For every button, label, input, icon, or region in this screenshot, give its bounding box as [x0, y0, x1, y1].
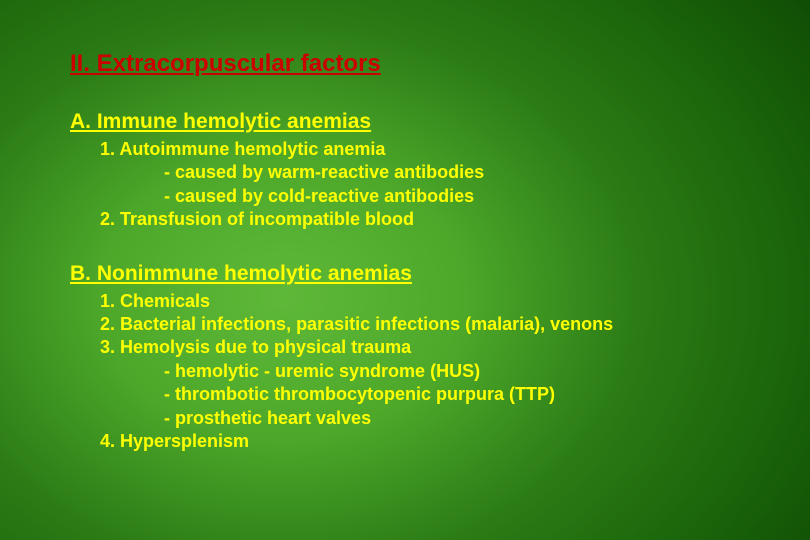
- section-a-heading: A. Immune hemolytic anemias: [70, 110, 810, 134]
- section-b-item-3: 3. Hemolysis due to physical trauma: [70, 336, 810, 359]
- section-a-item-2: 2. Transfusion of incompatible blood: [70, 208, 810, 231]
- section-b-item-2: 2. Bacterial infections, parasitic infec…: [70, 313, 810, 336]
- section-b-item-1: 1. Chemicals: [70, 290, 810, 313]
- section-b-item-3-sub-2: - thrombotic thrombocytopenic purpura (T…: [70, 383, 810, 406]
- slide-content: II. Extracorpuscular factors A. Immune h…: [0, 0, 810, 453]
- section-a-item-1: 1. Autoimmune hemolytic anemia: [70, 138, 810, 161]
- section-b-item-4: 4. Hypersplenism: [70, 430, 810, 453]
- slide-title: II. Extracorpuscular factors: [70, 50, 810, 78]
- section-b-item-3-sub-3: - prosthetic heart valves: [70, 407, 810, 430]
- section-b-item-3-sub-1: - hemolytic - uremic syndrome (HUS): [70, 360, 810, 383]
- section-b-heading: B. Nonimmune hemolytic anemias: [70, 262, 810, 286]
- section-a-item-1-sub-2: - caused by cold-reactive antibodies: [70, 185, 810, 208]
- section-a-item-1-sub-1: - caused by warm-reactive antibodies: [70, 161, 810, 184]
